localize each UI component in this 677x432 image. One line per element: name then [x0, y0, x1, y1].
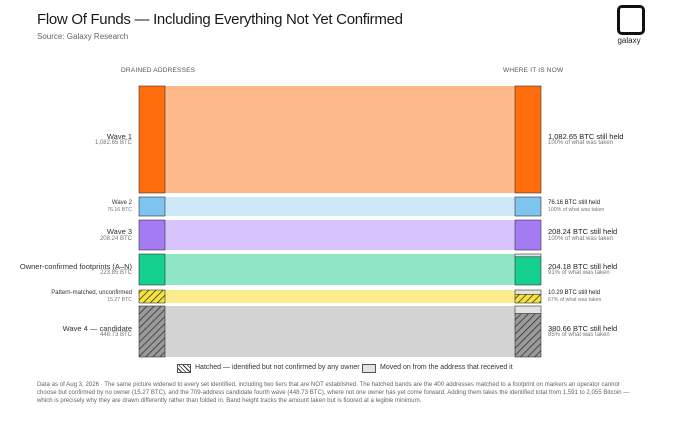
- held-node: [514, 313, 542, 358]
- source-node: [138, 289, 166, 304]
- galaxy-logo-text: galaxy: [617, 36, 641, 45]
- flow-band: [165, 220, 515, 250]
- legend-hatched-swatch: [177, 364, 191, 373]
- held-node: [514, 196, 542, 217]
- moved-on-node: [514, 289, 542, 295]
- source-label: Wave 2: [111, 199, 132, 206]
- flow-band: [165, 86, 515, 193]
- held-amount: 1,082.65 BTC still held: [548, 131, 624, 141]
- held-share: 100% of what was taken: [548, 206, 605, 213]
- held-amount: 76.16 BTC still held: [548, 199, 601, 206]
- source-node: [138, 196, 166, 217]
- source-amount: 223.85 BTC: [99, 270, 132, 277]
- held-share: 100% of what was taken: [548, 140, 614, 147]
- held-node: [514, 219, 542, 251]
- source-caption: Source: Galaxy Research: [37, 32, 129, 41]
- source-node: [138, 305, 166, 358]
- left-column-heading: DRAINED ADDRESSES: [121, 67, 196, 74]
- held-share: 100% of what was taken: [548, 235, 614, 242]
- source-node: [138, 219, 166, 251]
- flow-band: [165, 254, 515, 285]
- source-node: [138, 253, 166, 286]
- legend-moved-swatch: [362, 364, 376, 373]
- source-amount: 1,082.65 BTC: [94, 140, 132, 147]
- footnote: Data as of Aug 3, 2026 · The same pictur…: [37, 381, 630, 404]
- held-amount: 380.66 BTC still held: [548, 323, 618, 333]
- moved-on-node: [514, 305, 542, 314]
- flow-band: [165, 306, 515, 357]
- source-amount: 76.16 BTC: [107, 206, 132, 213]
- source-label: Wave 1: [106, 131, 132, 141]
- held-node: [514, 293, 542, 304]
- right-column-heading: WHERE IT IS NOW: [503, 67, 564, 74]
- held-amount: 208.24 BTC still held: [548, 227, 618, 237]
- source-label: Owner-confirmed footprints (A–N): [19, 261, 132, 271]
- source-amount: 208.24 BTC: [99, 235, 132, 242]
- galaxy-logo-icon: [617, 5, 645, 35]
- page-title: Flow Of Funds — Including Everything Not…: [37, 11, 403, 28]
- moved-on-node: [514, 253, 542, 258]
- galaxy-logo: galaxy: [611, 5, 647, 47]
- flow-band: [165, 197, 515, 216]
- flow-band: [165, 290, 515, 303]
- held-share: 91% of what was taken: [548, 270, 610, 277]
- held-amount: 204.18 BTC still held: [548, 261, 618, 271]
- held-node: [514, 256, 542, 286]
- source-amount: 15.27 BTC: [107, 296, 132, 303]
- held-share: 67% of what was taken: [548, 296, 602, 303]
- source-label: Pattern-matched, unconfirmed: [51, 289, 132, 296]
- source-amount: 448.73 BTC: [99, 332, 132, 339]
- held-share: 85% of what was taken: [548, 332, 610, 339]
- source-node: [138, 85, 166, 194]
- legend-moved-label: Moved on from the address that received …: [380, 364, 513, 371]
- held-node: [514, 85, 542, 194]
- source-label: Wave 4 — candidate: [62, 323, 132, 333]
- legend-hatched-label: Hatched — identified but not confirmed b…: [195, 364, 360, 371]
- source-label: Wave 3: [106, 227, 132, 237]
- held-amount: 10.29 BTC still held: [548, 289, 601, 296]
